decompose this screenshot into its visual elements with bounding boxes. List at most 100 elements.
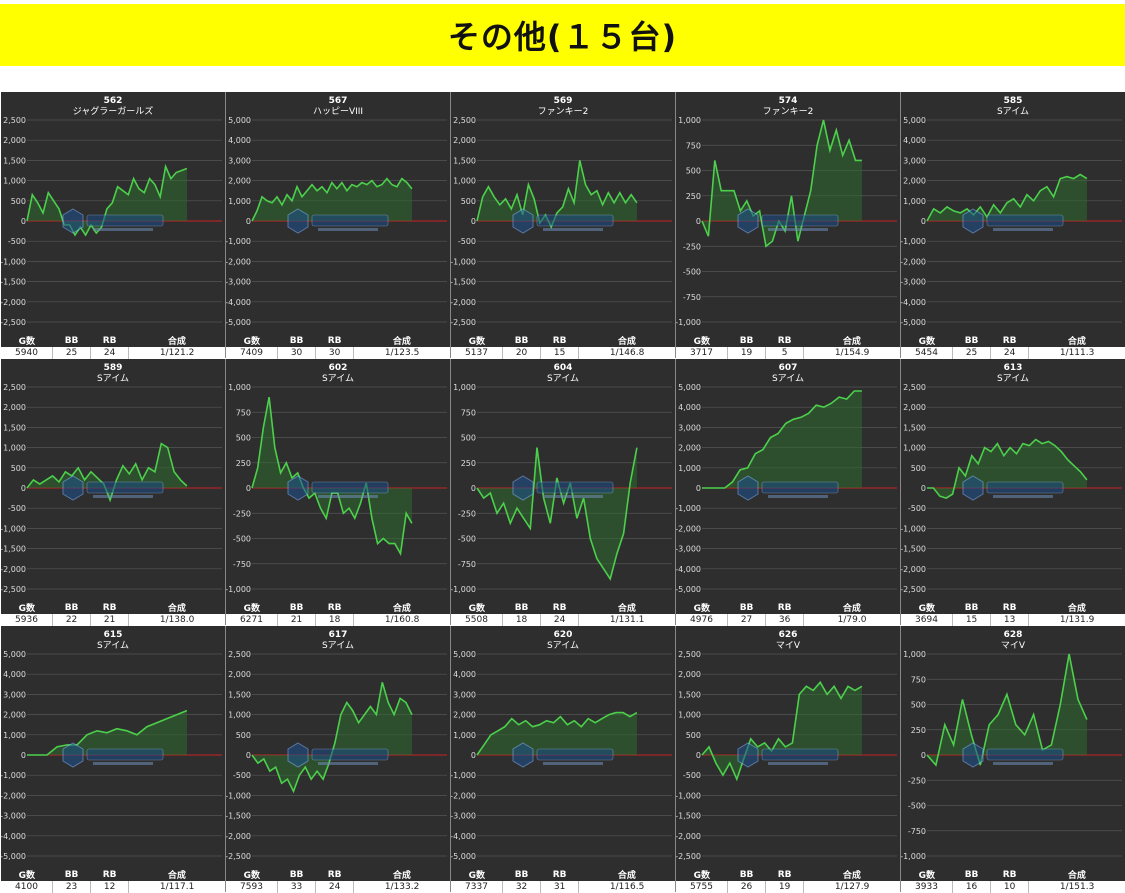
- y-tick-label: 1,500: [903, 423, 926, 432]
- y-tick-label: -4,000: [676, 565, 701, 574]
- y-tick-label: -2,000: [1, 791, 26, 800]
- machine-number: 626: [779, 630, 798, 640]
- machine-name: マイV: [1001, 641, 1026, 651]
- stats-total: 1/131.1: [578, 614, 675, 626]
- stats-g: 5454: [901, 347, 953, 359]
- stats-header: 合成: [128, 334, 225, 347]
- chart-panel-574: 574 ファンキー2 1,000 750 500 250 0 -250 -500 -750 -1,0…: [676, 92, 901, 359]
- y-tick-label: -2,000: [676, 524, 701, 533]
- stats-header: 合成: [803, 601, 900, 614]
- series-line: [476, 447, 638, 581]
- stats-total: 1/116.5: [578, 881, 675, 893]
- stats-total: 1/138.0: [128, 614, 225, 626]
- stats-bb: 30: [277, 347, 316, 359]
- logo-hexagon: [512, 208, 534, 234]
- machine-name: ジャグラーガールズ: [73, 105, 154, 117]
- stats-header: 合成: [803, 334, 900, 347]
- y-tick-label: 1,000: [678, 116, 701, 125]
- stats-rb: 24: [315, 881, 354, 893]
- y-tick-label: -1,500: [901, 545, 926, 554]
- y-tick-label: 2,000: [453, 711, 476, 720]
- page-title: その他(１５台): [447, 18, 678, 56]
- stats-header: RB: [540, 601, 579, 614]
- logo-wordmark: [536, 748, 614, 761]
- logo-wordmark: [761, 748, 839, 761]
- stats-header: BB: [52, 601, 91, 614]
- y-tick-label: 3,000: [453, 690, 476, 699]
- stats-rb: 36: [765, 614, 804, 626]
- anaslo-logo-icon: [62, 208, 164, 234]
- stats-table: G数 BB RB 合成 5454 25 24 1/111.3: [901, 334, 1125, 359]
- machine-number: 562: [104, 96, 123, 106]
- chart-panel-628: 628 マイV 1,000 750 500 250 0 -250 -500 -750 -1,000 G…: [901, 626, 1125, 893]
- y-tick-label: -1,000: [676, 791, 701, 800]
- logo-hexagon: [737, 208, 759, 234]
- y-tick-label: -2,000: [451, 298, 476, 307]
- y-tick-label: 3,000: [903, 156, 926, 165]
- stats-total: 1/160.8: [353, 614, 450, 626]
- machine-name: Sアイム: [772, 373, 804, 384]
- stats-table: G数 BB RB 合成 5137 20 15 1/146.8: [451, 334, 675, 359]
- stats-g: 5936: [1, 614, 53, 626]
- stats-header: RB: [990, 868, 1029, 881]
- chart-panel-562: 562 ジャグラーガールズ 2,500 2,000 1,500 1,000 500 0 -500…: [1, 92, 226, 359]
- y-tick-label: 0: [246, 751, 251, 760]
- y-tick-label: 1,000: [903, 650, 926, 659]
- stats-header: RB: [315, 334, 354, 347]
- logo-subline: [318, 762, 378, 765]
- y-tick-label: 0: [21, 217, 26, 226]
- y-tick-label: 0: [21, 484, 26, 493]
- y-tick-label: 3,000: [3, 690, 26, 699]
- stats-header: G数: [451, 601, 503, 614]
- y-tick-label: -750: [233, 560, 251, 569]
- stats-header: G数: [676, 868, 728, 881]
- anaslo-logo-icon: [962, 475, 1064, 501]
- chart-panel-585: 585 Sアイム 5,000 4,000 3,000 2,000 1,000 0 -1,000 -…: [901, 92, 1125, 359]
- chart-panel-607: 607 Sアイム 5,000 4,000 3,000 2,000 1,000 0 -1,000 -…: [676, 359, 901, 626]
- machine-number: 613: [1004, 363, 1023, 373]
- stats-rb: 13: [990, 614, 1029, 626]
- y-tick-label: 500: [236, 434, 251, 443]
- stats-g: 5137: [451, 347, 503, 359]
- logo-subline: [93, 762, 153, 765]
- y-tick-label: 1,000: [453, 177, 476, 186]
- y-tick-label: -750: [458, 560, 476, 569]
- y-tick-label: -250: [233, 509, 251, 518]
- stats-rb: 19: [765, 881, 804, 893]
- y-tick-label: 1,500: [453, 156, 476, 165]
- stats-header: 合成: [578, 334, 675, 347]
- stats-header: 合成: [578, 601, 675, 614]
- y-tick-label: -1,000: [1, 771, 26, 780]
- stats-table: G数 BB RB 合成 4976 27 36 1/79.0: [676, 601, 900, 626]
- y-tick-label: -500: [683, 268, 701, 277]
- series-area: [252, 178, 412, 221]
- stats-header: RB: [540, 868, 579, 881]
- series-line: [26, 163, 188, 237]
- y-tick-label: -750: [908, 827, 926, 836]
- y-tick-label: 2,000: [228, 177, 251, 186]
- machine-name: Sアイム: [97, 373, 129, 384]
- y-tick-label: 2,500: [3, 383, 26, 392]
- y-tick-label: 500: [236, 731, 251, 740]
- stats-header: BB: [727, 601, 766, 614]
- y-tick-label: 2,500: [3, 116, 26, 125]
- stats-header: 合成: [578, 868, 675, 881]
- y-tick-label: -500: [458, 237, 476, 246]
- stats-total: 1/79.0: [803, 614, 900, 626]
- y-tick-label: 500: [11, 197, 26, 206]
- stats-table: G数 BB RB 合成 5755 26 19 1/127.9: [676, 868, 900, 893]
- stats-g: 4100: [1, 881, 53, 893]
- stats-header: G数: [226, 334, 278, 347]
- stats-rb: 24: [990, 347, 1029, 359]
- logo-subline: [543, 495, 603, 498]
- stats-header: G数: [901, 334, 953, 347]
- y-tick-label: -4,000: [1, 832, 26, 841]
- y-tick-label: 2,500: [678, 650, 701, 659]
- stats-rb: 10: [990, 881, 1029, 893]
- chart-panel-617: 617 Sアイム 2,500 2,000 1,500 1,000 500 0 -500 -1,00…: [226, 626, 451, 893]
- y-tick-label: -500: [8, 504, 26, 513]
- stats-header: BB: [52, 334, 91, 347]
- stats-total: 1/133.2: [353, 881, 450, 893]
